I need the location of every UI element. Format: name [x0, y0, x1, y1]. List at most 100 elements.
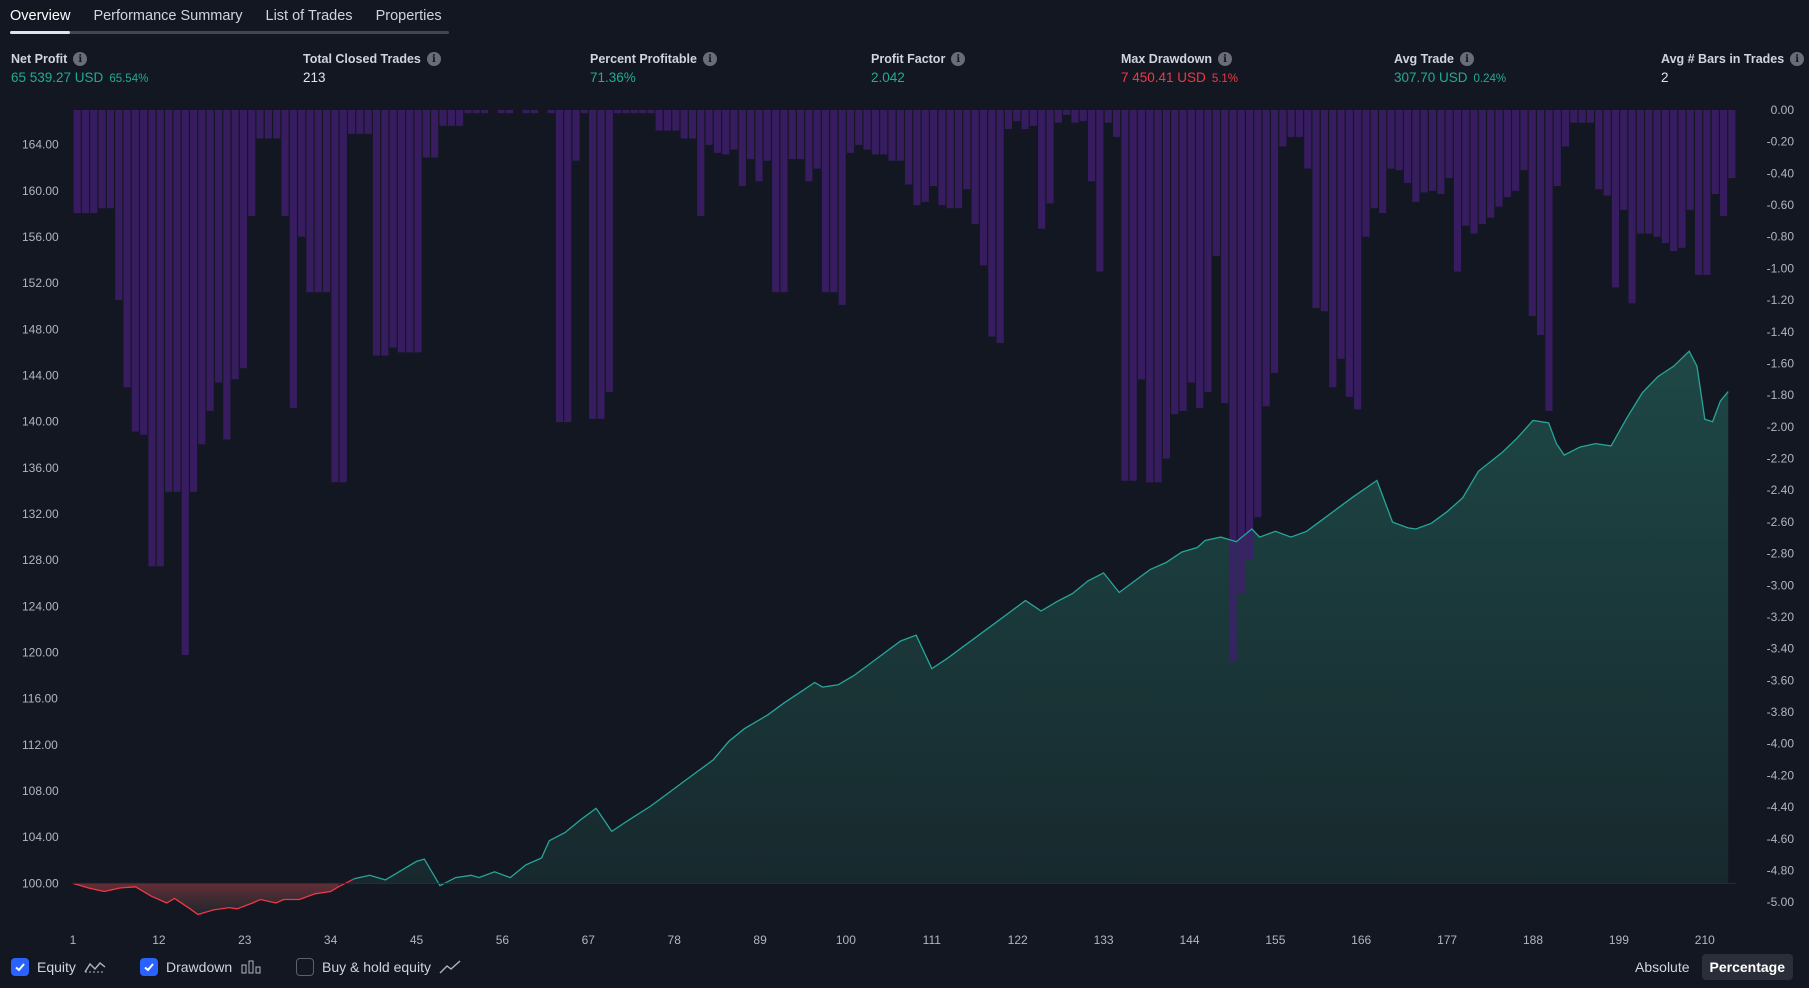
drawdown-bar [655, 110, 663, 131]
x-tick-label: 34 [324, 933, 338, 947]
drawdown-bar [1337, 110, 1345, 359]
drawdown-bar [389, 110, 397, 348]
bar-chart-icon [240, 960, 262, 974]
x-tick-label: 122 [1008, 933, 1028, 947]
drawdown-bar [622, 110, 630, 114]
drawdown-bar [131, 110, 139, 432]
drawdown-bar [1179, 110, 1187, 411]
y-right-tick-label: -1.40 [1767, 325, 1795, 339]
drawdown-bar [198, 110, 206, 445]
drawdown-bar [1578, 110, 1586, 123]
checkbox-checked[interactable] [11, 958, 29, 976]
drawdown-bar [1603, 110, 1611, 196]
drawdown-bar [1420, 110, 1428, 193]
drawdown-bar [979, 110, 987, 266]
y-left-tick-label: 108.00 [22, 784, 59, 798]
drawdown-bar [73, 110, 81, 213]
info-icon[interactable]: i [426, 52, 441, 66]
drawdown-bar [988, 110, 996, 337]
absolute-button[interactable]: Absolute [1635, 959, 1690, 975]
metric-sub-value: 5.1% [1211, 73, 1239, 85]
buy-hold-toggle[interactable]: Buy & hold equity [296, 958, 461, 976]
drawdown-bar [1113, 110, 1121, 137]
drawdown-bar [140, 110, 148, 435]
equity-area-fill [73, 351, 1729, 915]
equity-toggle[interactable]: Equity [11, 958, 106, 976]
y-right-tick-label: -4.20 [1767, 768, 1795, 782]
drawdown-bar [813, 110, 821, 169]
drawdown-bar [630, 110, 638, 114]
drawdown-bar [555, 110, 563, 423]
drawdown-bar [921, 110, 929, 202]
y-left-tick-label: 104.00 [22, 830, 59, 844]
drawdown-bar [1162, 110, 1170, 459]
drawdown-bar [1063, 110, 1071, 115]
info-icon[interactable]: i [1218, 52, 1232, 66]
info-icon[interactable]: i [1459, 52, 1474, 66]
drawdown-bar [306, 110, 314, 293]
drawdown-bar [1387, 110, 1395, 169]
drawdown-bar [855, 110, 863, 145]
checkbox-checked[interactable] [140, 958, 158, 976]
drawdown-bar [955, 110, 963, 209]
drawdown-bar [1329, 110, 1337, 388]
drawdown-bar [1312, 110, 1320, 308]
drawdown-bar [647, 110, 655, 114]
x-tick-label: 155 [1265, 933, 1285, 947]
y-right-tick-label: -0.40 [1767, 166, 1795, 180]
drawdown-bar [481, 110, 489, 114]
drawdown-bar [639, 110, 647, 114]
info-icon[interactable]: i [951, 52, 966, 66]
x-tick-label: 67 [582, 933, 596, 947]
equity-drawdown-chart[interactable]: 100.00104.00108.00112.00116.00120.00124.… [0, 100, 1809, 950]
drawdown-bar [1695, 110, 1703, 275]
tab-list-of-trades[interactable]: List of Trades [265, 8, 353, 24]
drawdown-bar [1653, 110, 1661, 237]
drawdown-bar [1636, 110, 1644, 234]
info-icon[interactable]: i [1790, 52, 1805, 66]
tab-properties[interactable]: Properties [375, 8, 442, 24]
drawdown-toggle[interactable]: Drawdown [140, 958, 262, 976]
equity-below-baseline-fill [73, 883, 339, 915]
drawdown-bar [672, 110, 680, 131]
y-left-tick-label: 120.00 [22, 646, 59, 660]
tab-overview[interactable]: Overview [10, 0, 71, 34]
y-right-tick-label: -3.40 [1767, 642, 1795, 656]
drawdown-bar [888, 110, 896, 161]
drawdown-bar [1021, 110, 1029, 129]
drawdown-bar [871, 110, 879, 155]
drawdown-bar [1004, 110, 1012, 129]
drawdown-bar [115, 110, 123, 301]
info-icon[interactable]: i [73, 52, 88, 66]
drawdown-bar [190, 110, 198, 492]
equity-line-layer [72, 350, 1736, 916]
drawdown-bar [1678, 110, 1686, 248]
percentage-button[interactable]: Percentage [1701, 954, 1793, 980]
drawdown-bar [447, 110, 455, 126]
y-right-tick-label: -2.60 [1767, 515, 1795, 529]
metric-sub-value: 65.54% [109, 73, 149, 85]
drawdown-bar [1537, 110, 1545, 335]
drawdown-bar [123, 110, 131, 388]
drawdown-bar [1304, 110, 1312, 169]
drawdown-bar [564, 110, 572, 423]
drawdown-bar [148, 110, 156, 567]
info-icon[interactable]: i [702, 52, 717, 66]
drawdown-bar [264, 110, 272, 139]
drawdown-bar [1462, 110, 1470, 226]
drawdown-bar [1104, 110, 1112, 123]
drawdown-bar [1686, 110, 1694, 210]
metric-value: 2.042 [871, 70, 905, 85]
drawdown-bar [1520, 110, 1528, 171]
drawdown-bar [98, 110, 106, 209]
y-left-tick-label: 164.00 [22, 138, 59, 152]
x-tick-label: 133 [1094, 933, 1114, 947]
metric-value: 7 450.41 USD [1121, 70, 1206, 85]
tab-performance-summary[interactable]: Performance Summary [93, 8, 243, 24]
drawdown-bar [314, 110, 322, 293]
checkbox-unchecked[interactable] [296, 958, 314, 976]
drawdown-bar [1503, 110, 1511, 198]
drawdown-bar [821, 110, 829, 293]
x-tick-label: 144 [1179, 933, 1199, 947]
y-right-tick-label: 0.00 [1771, 103, 1795, 117]
